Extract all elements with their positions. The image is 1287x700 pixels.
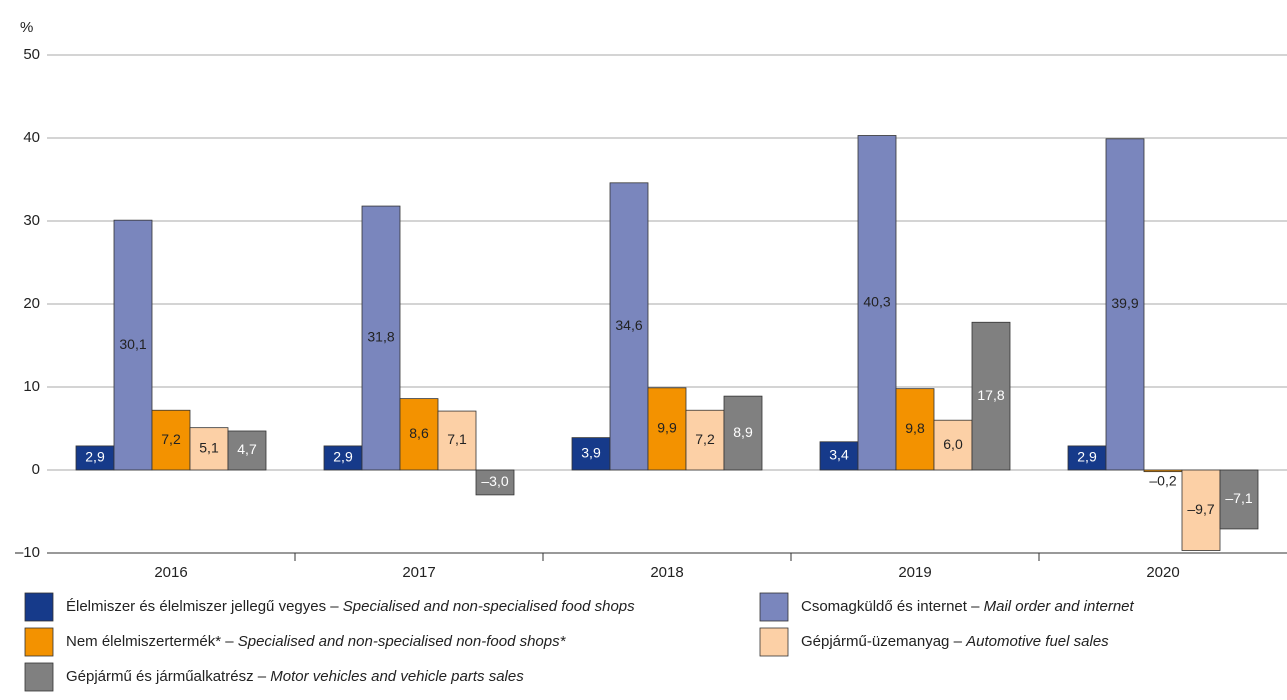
value-label: 40,3 [863, 293, 890, 309]
value-label: 2,9 [333, 449, 353, 465]
legend-swatch [24, 662, 54, 692]
value-label: 8,9 [733, 424, 753, 440]
value-label: 2,9 [1077, 449, 1097, 465]
bar [437, 410, 477, 471]
legend-swatch [759, 592, 789, 622]
legend-label: Nem élelmiszertermék* – Specialised and … [66, 633, 567, 650]
bar [1105, 138, 1145, 471]
y-unit: % [20, 19, 33, 36]
bar [971, 321, 1011, 471]
y-tick-label: 0 [32, 461, 40, 478]
bar [1181, 469, 1221, 551]
x-tick-label: 2018 [650, 564, 683, 581]
bar [189, 427, 229, 471]
value-label: 31,8 [367, 329, 394, 345]
x-tick-label: 2020 [1146, 564, 1179, 581]
bar [857, 135, 897, 471]
bar [323, 445, 363, 471]
bar [227, 430, 267, 471]
y-tick-label: 40 [23, 129, 40, 146]
bar [723, 395, 763, 471]
value-label: –9,7 [1187, 501, 1214, 517]
value-label: 3,9 [581, 445, 601, 461]
legend-swatch [24, 592, 54, 622]
bar [1067, 445, 1107, 471]
y-tick-label: –10 [15, 544, 40, 561]
value-label: –3,0 [481, 473, 508, 489]
bar [1219, 469, 1259, 530]
value-label: 7,2 [161, 431, 181, 447]
bar [819, 441, 859, 471]
value-label: 17,8 [977, 387, 1004, 403]
value-label: 34,6 [615, 317, 642, 333]
value-label: –0,2 [1149, 472, 1176, 488]
bar [75, 445, 115, 471]
x-tick-label: 2019 [898, 564, 931, 581]
legend-label: Csomagküldő és internet – Mail order and… [801, 598, 1135, 615]
x-tick-label: 2016 [154, 564, 187, 581]
value-label: 5,1 [199, 440, 219, 456]
value-label: 9,9 [657, 420, 677, 436]
legend-label: Élelmiszer és élelmiszer jellegű vegyes … [66, 598, 635, 615]
bar [647, 387, 687, 471]
bar [475, 469, 515, 496]
y-tick-label: 30 [23, 212, 40, 229]
bar [113, 219, 153, 471]
value-label: 2,9 [85, 449, 105, 465]
legend-label: Gépjármű és járműalkatrész – Motor vehic… [66, 668, 524, 685]
value-label: 30,1 [119, 336, 146, 352]
bar [571, 437, 611, 471]
value-label: 8,6 [409, 425, 429, 441]
value-label: 7,1 [447, 431, 467, 447]
legend-swatch [759, 627, 789, 657]
bar [609, 182, 649, 471]
y-tick-label: 10 [23, 378, 40, 395]
bar [685, 409, 725, 471]
value-label: –7,1 [1225, 490, 1252, 506]
value-label: 6,0 [943, 436, 963, 452]
value-label: 39,9 [1111, 295, 1138, 311]
bar [895, 388, 935, 471]
legend-label: Gépjármű-üzemanyag – Automotive fuel sal… [801, 633, 1109, 650]
value-label: 4,7 [237, 441, 257, 457]
value-label: 7,2 [695, 431, 715, 447]
value-label: 9,8 [905, 420, 925, 436]
value-label: 3,4 [829, 447, 849, 463]
y-tick-label: 50 [23, 46, 40, 63]
x-tick-label: 2017 [402, 564, 435, 581]
y-tick-label: 20 [23, 295, 40, 312]
legend-swatch [24, 627, 54, 657]
bar [361, 205, 401, 471]
bar [933, 419, 973, 471]
